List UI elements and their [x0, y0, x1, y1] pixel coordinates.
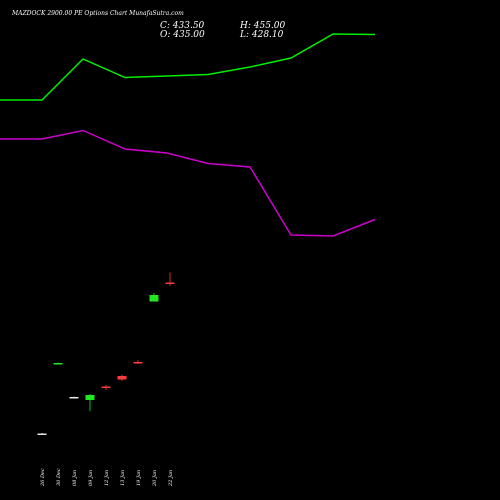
- candle-08-jan: [69, 396, 79, 399]
- candle-body: [69, 397, 79, 399]
- candle-body: [133, 362, 143, 364]
- high-value: H: 455.00: [240, 21, 286, 31]
- x-tick-label: 20 Jan: [152, 470, 158, 487]
- open-value: O: 435.00: [160, 30, 205, 40]
- candle-22-jan: [165, 272, 175, 286]
- x-tick-label: 08 Jan: [72, 470, 78, 486]
- x-tick-label: 12 Jan: [104, 470, 110, 486]
- candle-09-jan: [85, 394, 95, 411]
- candle-19-jan: [133, 360, 143, 364]
- x-tick-label: 30 Dec: [56, 468, 62, 486]
- candle-body: [101, 386, 111, 388]
- x-tick-label: 13 Jan: [120, 470, 126, 486]
- low-value: L: 428.10: [240, 30, 284, 40]
- candle-30-dec: [53, 362, 63, 365]
- candle-body: [165, 282, 175, 284]
- x-tick-label: 19 Jan: [136, 470, 142, 486]
- candle-13-jan: [117, 374, 127, 381]
- indicator-line-magenta: [0, 129, 376, 237]
- x-axis: 26 Dec 30 Dec 08 Jan 09 Jan 12 Jan 13 Jan 19 J…: [40, 468, 174, 487]
- x-tick-label: 26 Dec: [40, 468, 46, 487]
- candles: [37, 272, 175, 435]
- x-tick-label: 09 Jan: [88, 470, 94, 486]
- candle-body: [85, 395, 95, 400]
- indicator-lines: [0, 33, 376, 237]
- candle-26-dec: [37, 433, 47, 435]
- candle-body: [117, 376, 127, 380]
- chart-title: MAZDOCK 2900.00 PE Options Chart MunafaS…: [12, 10, 184, 17]
- candle-body: [37, 433, 47, 435]
- candle-body: [149, 295, 159, 302]
- candle-20-jan: [149, 293, 159, 302]
- indicator-line-green: [0, 33, 376, 101]
- x-tick-label: 22 Jan: [168, 470, 174, 487]
- candle-12-jan: [101, 385, 111, 390]
- close-value: C: 433.50: [160, 21, 205, 31]
- candle-body: [53, 363, 63, 365]
